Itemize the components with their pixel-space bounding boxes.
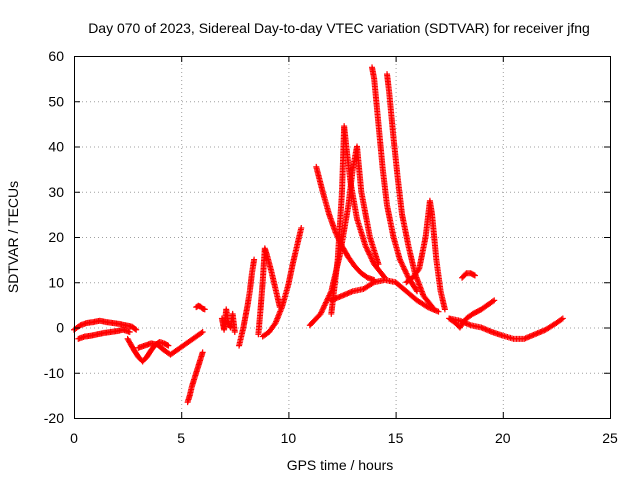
x-tick-labels: 0 5 10 15 20 25 — [70, 430, 618, 446]
y-tick-label: 10 — [48, 274, 64, 290]
data-point — [471, 272, 478, 279]
series-spike-14-6h — [384, 71, 438, 313]
series-dip-2 — [135, 329, 206, 358]
data-point — [165, 342, 172, 349]
data-point — [298, 224, 305, 231]
data-point — [126, 329, 133, 336]
data-point — [489, 298, 496, 305]
x-axis-label: GPS time / hours — [287, 457, 394, 473]
data-point — [400, 264, 407, 271]
x-tick-label: 15 — [388, 430, 404, 446]
data-point — [398, 259, 405, 266]
data-point — [398, 260, 405, 267]
data-point — [133, 326, 140, 333]
x-tick-label: 0 — [70, 430, 78, 446]
x-tick-label: 25 — [602, 430, 618, 446]
data-point — [402, 267, 409, 274]
data-point — [199, 349, 206, 356]
y-tick-label: 20 — [48, 229, 64, 245]
data-point — [397, 258, 404, 265]
data-point — [403, 270, 410, 277]
data-point — [367, 254, 374, 261]
chart-title: Day 070 of 2023, Sidereal Day-to-day VTE… — [88, 20, 590, 36]
y-tick-label: 30 — [48, 184, 64, 200]
series-baseline-early-lower — [75, 326, 133, 342]
data-point — [198, 329, 205, 336]
x-tick-label: 10 — [281, 430, 297, 446]
data-point — [367, 252, 374, 259]
data-point — [251, 256, 258, 263]
series-arc-7h — [218, 306, 238, 336]
data-point — [396, 256, 403, 263]
data-point — [559, 315, 566, 322]
series-drop-5h — [184, 349, 206, 406]
series-baseline-early — [71, 317, 140, 333]
y-tick-label: -10 — [44, 365, 64, 381]
data-point — [365, 248, 372, 255]
data-point — [366, 251, 373, 258]
series-plateau — [328, 276, 442, 315]
data-points — [71, 64, 566, 406]
series-rise-16h — [403, 197, 448, 313]
data-point — [401, 266, 408, 273]
series-spike-13h — [306, 143, 382, 329]
series-spike-14h — [369, 64, 421, 295]
data-point — [558, 316, 565, 323]
series-blip-6h — [193, 302, 208, 313]
data-point — [199, 329, 206, 336]
data-point — [201, 306, 208, 313]
axis-ticks — [74, 56, 611, 419]
data-point — [404, 271, 411, 278]
data-point — [491, 297, 498, 304]
series-decay-11h — [313, 163, 378, 283]
y-axis-label: SDTVAR / TECUs — [5, 181, 21, 293]
data-point — [400, 263, 407, 270]
y-tick-label: 40 — [48, 139, 64, 155]
data-point — [413, 287, 420, 294]
data-point — [363, 245, 370, 252]
data-point — [435, 308, 442, 315]
series-tail — [446, 315, 566, 342]
y-tick-label: 60 — [48, 48, 64, 64]
y-tick-labels: -20 -10 0 10 20 30 40 50 60 — [44, 48, 64, 426]
series-blip-18h — [459, 270, 478, 281]
y-tick-label: 50 — [48, 93, 64, 109]
data-point — [441, 306, 448, 313]
data-point — [362, 243, 369, 250]
data-point — [363, 244, 370, 251]
x-tick-label: 5 — [177, 430, 185, 446]
data-point — [364, 247, 371, 254]
data-point — [399, 262, 406, 269]
x-tick-label: 20 — [495, 430, 511, 446]
data-point — [132, 325, 139, 332]
data-point — [415, 266, 422, 273]
y-tick-label: 0 — [56, 320, 64, 336]
data-point — [369, 280, 376, 287]
data-point — [231, 329, 238, 336]
data-point — [365, 250, 372, 257]
series-rise-9h — [255, 245, 283, 338]
series-rise-10h — [259, 224, 305, 340]
data-point — [375, 261, 382, 268]
series-rise-8h — [236, 256, 258, 349]
data-point — [368, 255, 375, 262]
data-point — [402, 269, 409, 276]
y-tick-label: -20 — [44, 410, 64, 426]
